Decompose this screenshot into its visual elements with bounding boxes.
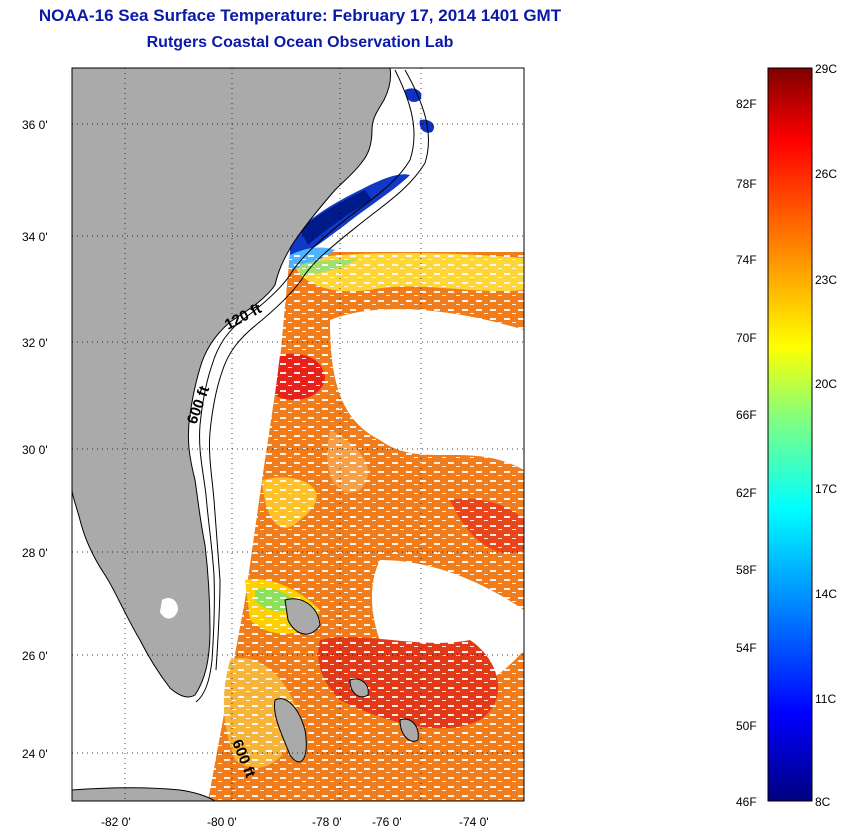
colorbar-f-label: 74F: [736, 253, 757, 267]
lake-okeechobee: [160, 598, 178, 619]
colorbar-celsius-labels: 29C 26C 23C 20C 17C 14C 11C 8C: [815, 62, 837, 809]
us-coastline: [72, 68, 391, 698]
colorbar-c-label: 11C: [815, 692, 836, 706]
colorbar-c-label: 20C: [815, 377, 837, 391]
sst-swath: [208, 88, 524, 801]
lat-label: 24 0': [22, 747, 48, 761]
lat-label: 32 0': [22, 336, 48, 350]
colorbar-c-label: 14C: [815, 587, 837, 601]
colorbar-f-label: 54F: [736, 641, 757, 655]
lat-label: 28 0': [22, 546, 48, 560]
colorbar: 82F 78F 74F 70F 66F 62F 58F 54F 50F 46F …: [736, 62, 837, 809]
longitude-labels: -82 0' -80 0' -78 0' -76 0' -74 0': [101, 815, 489, 829]
colorbar-f-label: 82F: [736, 97, 757, 111]
bathymetry-contours: [195, 69, 429, 703]
map-frame: [71, 67, 525, 802]
colorbar-f-label: 62F: [736, 486, 757, 500]
colorbar-f-label: 46F: [736, 795, 757, 809]
lon-label: -82 0': [101, 815, 131, 829]
colorbar-c-label: 23C: [815, 273, 837, 287]
colorbar-f-label: 50F: [736, 719, 757, 733]
colorbar-fahrenheit-labels: 82F 78F 74F 70F 66F 62F 58F 54F 50F 46F: [736, 97, 757, 809]
lat-label: 36 0': [22, 118, 48, 132]
colorbar-f-label: 58F: [736, 563, 757, 577]
lon-label: -74 0': [459, 815, 489, 829]
latitude-labels: 36 0' 34 0' 32 0' 30 0' 28 0' 26 0' 24 0…: [22, 118, 48, 761]
bahamas-banks: [273, 598, 419, 763]
cuba: [72, 787, 216, 801]
lon-label: -80 0': [207, 815, 237, 829]
lat-label: 34 0': [22, 230, 48, 244]
colorbar-f-label: 70F: [736, 331, 757, 345]
colorbar-f-label: 66F: [736, 408, 757, 422]
colorbar-f-label: 78F: [736, 177, 757, 191]
map-title: NOAA-16 Sea Surface Temperature: Februar…: [38, 6, 562, 25]
lon-label: -78 0': [312, 815, 342, 829]
colorbar-bar: [767, 67, 813, 802]
graticule: [72, 68, 524, 801]
lat-label: 30 0': [22, 443, 48, 457]
lon-label: -76 0': [372, 815, 402, 829]
colorbar-c-label: 29C: [815, 62, 837, 76]
map-plot-area: [72, 68, 524, 801]
colorbar-c-label: 17C: [815, 482, 837, 496]
map-subtitle: Rutgers Coastal Ocean Observation Lab: [146, 34, 454, 51]
lat-label: 26 0': [22, 649, 48, 663]
colorbar-c-label: 26C: [815, 167, 837, 181]
colorbar-c-label: 8C: [815, 795, 831, 809]
